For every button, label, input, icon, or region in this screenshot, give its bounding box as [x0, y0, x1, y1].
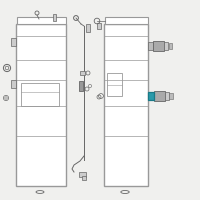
Bar — [169, 43, 172, 49]
Bar — [153, 41, 164, 51]
Bar — [148, 92, 154, 100]
Bar — [11, 38, 16, 46]
Bar — [97, 23, 101, 29]
Bar — [79, 172, 86, 177]
Bar — [16, 24, 66, 186]
Bar — [80, 71, 85, 75]
Bar — [164, 42, 168, 50]
Bar — [169, 93, 173, 99]
Bar — [17, 17, 66, 24]
Bar — [82, 176, 86, 180]
Bar — [79, 81, 83, 91]
Bar — [53, 14, 56, 21]
Bar — [107, 73, 122, 96]
Bar — [21, 83, 59, 106]
Bar — [105, 17, 148, 24]
Bar — [86, 24, 90, 32]
Bar — [154, 91, 165, 101]
Bar — [11, 80, 16, 88]
Bar — [165, 92, 169, 100]
Bar — [148, 42, 153, 50]
Bar — [104, 24, 148, 186]
